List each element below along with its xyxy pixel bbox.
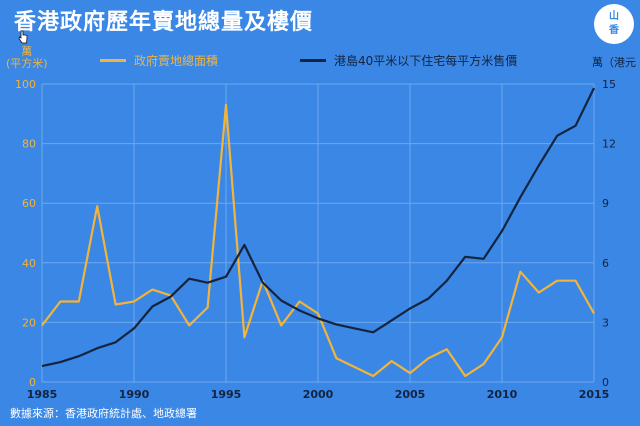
legend-land-label: 政府賣地總面積	[134, 54, 219, 68]
x-tick-label: 1995	[211, 388, 242, 401]
y-left-tick-label: 40	[22, 257, 36, 270]
legend-price-label: 港島40平米以下住宅每平方米售價	[334, 54, 518, 68]
x-tick-label: 1990	[119, 388, 150, 401]
y-left-tick-label: 0	[29, 376, 36, 389]
x-tick-label: 2015	[579, 388, 610, 401]
left-axis-unit-label: 萬 (平方米)	[6, 45, 48, 70]
y-right-tick-label: 3	[602, 316, 609, 329]
hand-cursor-icon	[18, 30, 28, 44]
series-line-land-area	[41, 103, 595, 378]
y-left-tick-label: 100	[15, 78, 36, 91]
legend-price-swatch	[300, 59, 326, 62]
right-axis-unit: 萬（港元	[592, 56, 636, 69]
x-tick-label: 1985	[27, 388, 58, 401]
x-tick-label: 2005	[395, 388, 426, 401]
y-left-tick-label: 20	[22, 316, 36, 329]
brand-logo-icon: 山香	[594, 4, 634, 44]
legend-land: 政府賣地總面積	[100, 52, 218, 69]
x-tick-label: 2000	[303, 388, 334, 401]
x-tick-label: 2010	[487, 388, 518, 401]
legend-price: 港島40平米以下住宅每平方米售價	[300, 52, 517, 69]
series-line-price	[41, 87, 595, 368]
y-right-tick-label: 15	[602, 78, 616, 91]
left-axis-unit: 萬 (平方米)	[6, 46, 48, 70]
page-title: 香港政府歷年賣地總量及樓價	[14, 10, 314, 35]
legend-land-swatch	[100, 59, 126, 62]
y-right-tick-label: 9	[602, 197, 609, 210]
y-right-tick-label: 12	[602, 138, 616, 151]
y-left-tick-label: 60	[22, 197, 36, 210]
data-source-note: 數據來源：香港政府統計處、地政總署	[10, 407, 197, 420]
y-left-tick-label: 80	[22, 138, 36, 151]
y-right-tick-label: 0	[602, 376, 609, 389]
y-right-tick-label: 6	[602, 257, 609, 270]
